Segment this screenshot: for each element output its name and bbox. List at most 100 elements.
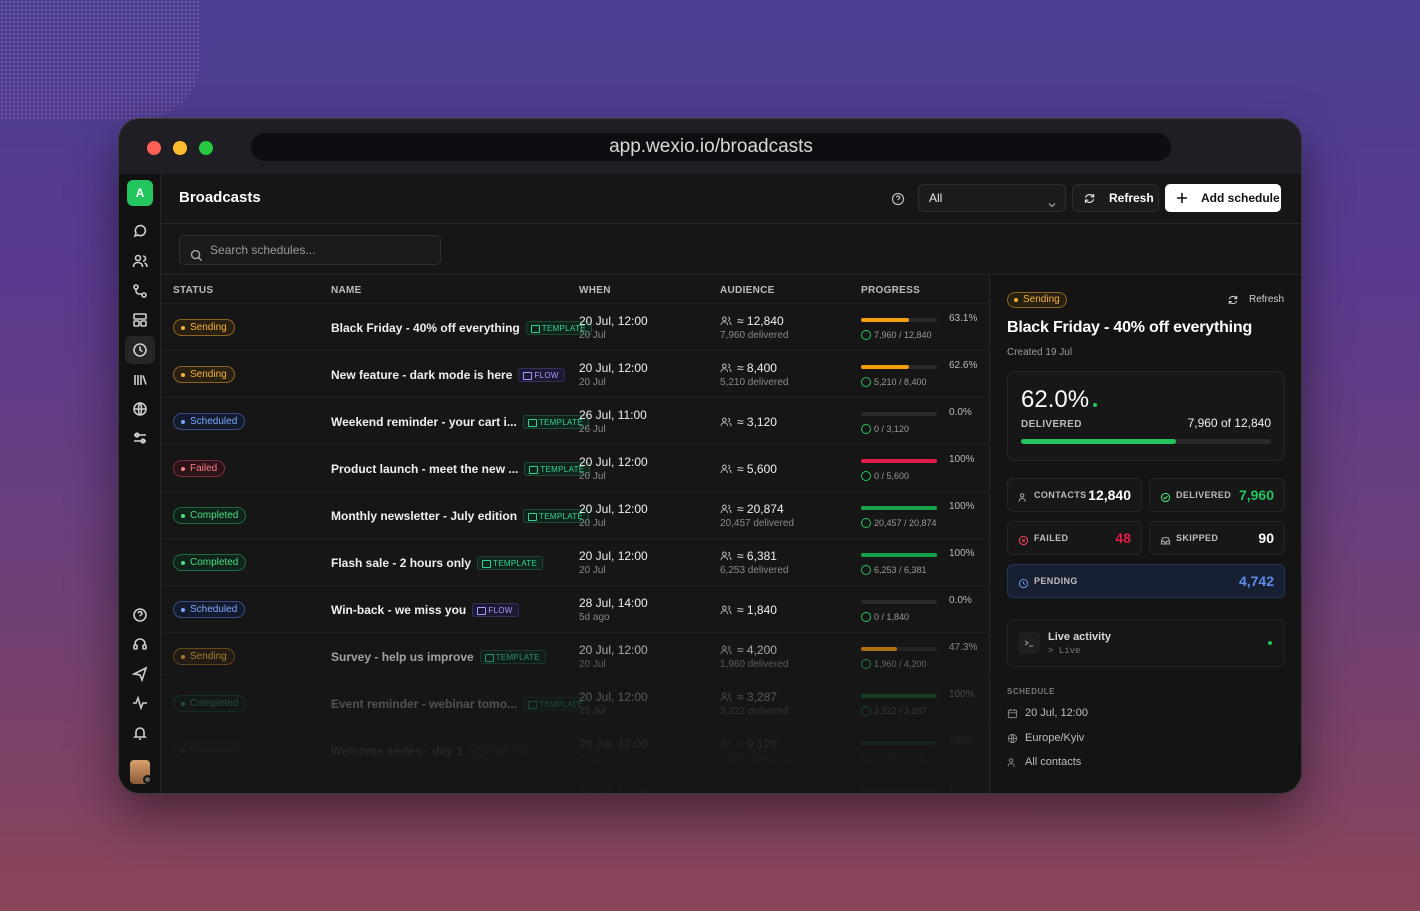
table-row[interactable]: Sending New feature - dark mode is here FL… [161, 350, 989, 397]
column-header-progress[interactable]: PROGRESS [861, 285, 921, 296]
stat-contacts: CONTACTS 12,840 [1007, 478, 1142, 512]
when-datetime: 20 Jul, 12:00 [579, 502, 648, 516]
live-activity-card[interactable]: Live activity > Live [1007, 619, 1285, 667]
send-icon[interactable] [131, 666, 148, 683]
column-header-when[interactable]: WHEN [579, 285, 611, 296]
audience-count: ≈ 8,400 [720, 361, 777, 375]
table-row[interactable]: 20 Jul, 12:00 ≈ 2,740 100% [161, 773, 989, 793]
audience-count: ≈ 12,840 [720, 314, 784, 328]
when-sub: 20 Jul [579, 753, 606, 764]
broadcast-name: Black Friday - 40% off everything TEMPLAT… [331, 321, 592, 335]
progress-bar [861, 600, 937, 604]
table-row[interactable]: Completed Welcome series - day 1 TEMPLATE 2… [161, 726, 989, 773]
broadcasts-clock-icon[interactable] [132, 342, 148, 358]
url-bar[interactable]: app.wexio.io/broadcasts [251, 133, 1171, 161]
users-icon[interactable] [132, 253, 148, 269]
when-datetime: 20 Jul, 12:00 [579, 690, 648, 704]
progress-count: 1,960 / 4,200 [861, 659, 927, 669]
search-input[interactable]: Search schedules... [179, 235, 441, 265]
progress-count: 8,938 / 9,120 [861, 753, 927, 763]
activity-icon[interactable] [132, 695, 148, 711]
progress-percent: 47.3% [949, 642, 978, 653]
maximize-window-button[interactable] [199, 141, 213, 155]
progress-fill [861, 694, 937, 698]
library-icon[interactable] [132, 372, 148, 388]
table-row[interactable]: Completed Event reminder - webinar tomo..… [161, 679, 989, 726]
progress-percent: 62.6% [949, 360, 978, 371]
panel-refresh-button[interactable]: Refresh [1227, 294, 1284, 305]
progress-count: 20,457 / 20,874 [861, 518, 937, 528]
table-row[interactable]: Scheduled Win-back - we miss you FLOW 28 Ju… [161, 585, 989, 632]
table-row[interactable]: Scheduled Weekend reminder - your cart i.… [161, 397, 989, 444]
stat-contacts-value: 12,840 [1088, 487, 1131, 503]
table-row[interactable]: Sending Black Friday - 40% off everything… [161, 303, 989, 350]
close-window-button[interactable] [147, 141, 161, 155]
stat-failed-value: 48 [1115, 530, 1131, 546]
when-datetime: 20 Jul, 12:00 [579, 549, 648, 563]
column-header-audience[interactable]: AUDIENCE [720, 285, 775, 296]
live-activity-status: > Live [1048, 646, 1081, 656]
broadcast-name: Weekend reminder - your cart i... TEMPLAT… [331, 415, 589, 429]
audience-delivered: 7,960 delivered [720, 330, 789, 341]
column-header-name[interactable]: NAME [331, 285, 362, 296]
broadcast-name-text: Monthly newsletter - July edition [331, 509, 518, 523]
stat-skipped: SKIPPED 90 [1149, 521, 1285, 555]
workspace-logo[interactable]: A [127, 180, 153, 206]
audience-value: ≈ 6,381 [737, 549, 777, 563]
add-schedule-button[interactable]: Add schedule [1165, 184, 1281, 212]
when-datetime: 20 Jul, 12:00 [579, 361, 648, 375]
delivered-percent-value: 62.0% [1021, 386, 1090, 413]
when-sub: 26 Jul [579, 424, 606, 435]
created-date: Created 19 Jul [1007, 347, 1073, 358]
status-badge: Failed [173, 460, 226, 477]
audience-delivered: 20,457 delivered [720, 518, 794, 529]
live-activity-title: Live activity [1048, 631, 1111, 643]
refresh-icon [1228, 295, 1238, 305]
add-schedule-label: Add schedule [1201, 191, 1280, 205]
progress-percent: 100% [949, 454, 975, 465]
users-icon [1007, 758, 1015, 767]
type-tag: TEMPLATE [523, 509, 590, 523]
type-tag: TEMPLATE [525, 321, 592, 335]
progress-bar [861, 553, 937, 557]
status-filter-select[interactable]: All [918, 184, 1066, 212]
support-headset-icon[interactable] [132, 636, 148, 652]
table-row[interactable]: Sending Survey - help us improve TEMPLATE 2… [161, 632, 989, 679]
table-row[interactable]: Completed Flash sale - 2 hours only TEMPLA… [161, 538, 989, 585]
broadcast-name-text: Win-back - we miss you [331, 603, 467, 617]
audience-count: ≈ 1,840 [720, 603, 777, 617]
chat-icon[interactable] [132, 224, 148, 240]
status-badge: Scheduled [173, 601, 246, 618]
table-row[interactable]: Completed Monthly newsletter - July editi… [161, 491, 989, 538]
type-tag: FLOW [518, 368, 565, 382]
table-row[interactable]: Failed Product launch - meet the new ... T… [161, 444, 989, 491]
status-badge: Sending [173, 319, 235, 336]
browser-window: app.wexio.io/broadcasts A Broadcasts All [118, 118, 1302, 794]
stat-delivered-label: DELIVERED [1176, 490, 1232, 500]
settings-sliders-icon[interactable] [132, 430, 148, 446]
help-icon[interactable] [132, 607, 148, 623]
broadcast-name-text: Survey - help us improve [331, 650, 474, 664]
chevron-down-icon [1047, 193, 1057, 208]
bell-icon[interactable] [132, 725, 148, 741]
stat-pending: PENDING 4,742 [1007, 564, 1285, 598]
refresh-label: Refresh [1109, 191, 1154, 205]
refresh-button[interactable]: Refresh [1072, 184, 1159, 212]
help-icon[interactable] [891, 192, 905, 206]
audience-value: ≈ 8,400 [737, 361, 777, 375]
when-sub: 20 Jul [579, 330, 606, 341]
broadcast-name-text: Product launch - meet the new ... [331, 462, 519, 476]
column-header-status[interactable]: STATUS [173, 285, 214, 296]
minimize-window-button[interactable] [173, 141, 187, 155]
progress-percent: 0.0% [949, 407, 972, 418]
flows-icon[interactable] [132, 283, 148, 299]
audience-delivered: 6,253 delivered [720, 565, 789, 576]
when-datetime: 20 Jul, 12:00 [579, 737, 648, 751]
page-title: Broadcasts [179, 189, 261, 206]
globe-icon[interactable] [132, 401, 148, 417]
check-circle-icon [1160, 490, 1171, 503]
delivered-of-total: 7,960 of 12,840 [1187, 416, 1271, 430]
audience-count: ≈ 20,874 [720, 502, 784, 516]
audience-count: ≈ 9,120 [720, 737, 777, 751]
templates-icon[interactable] [132, 312, 148, 328]
